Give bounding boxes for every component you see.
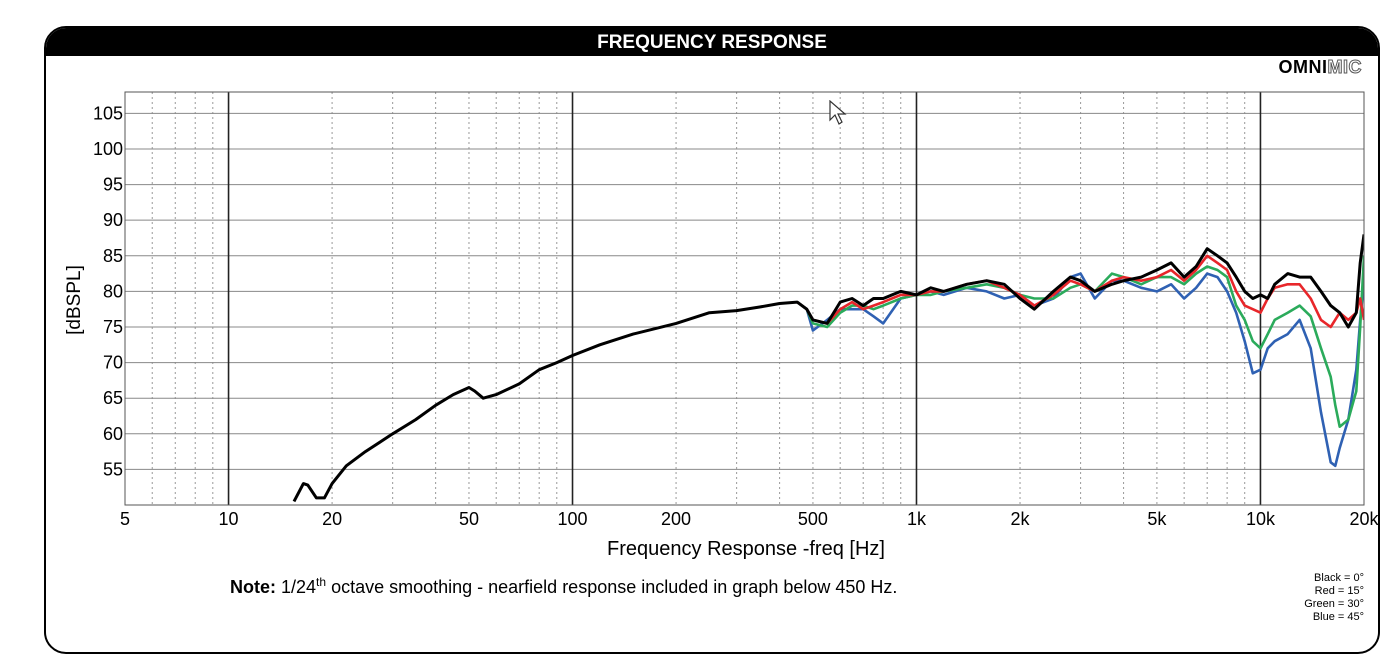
y-tick-label: 95	[103, 175, 123, 195]
x-tick-label: 10	[219, 509, 239, 529]
brand-logo-part1: OMNI	[1278, 57, 1328, 77]
panel-title: FREQUENCY RESPONSE	[46, 28, 1378, 56]
tick-labels: 5 10 20 50 100 200 500 1k 2k 5k 10k 20k 55 60 65 70 75 80…	[93, 103, 1380, 529]
series-line-blue	[796, 272, 1364, 468]
series-layer	[292, 234, 1364, 503]
legend-item-black: Black = 0°	[1314, 572, 1364, 584]
x-tick-label: 100	[557, 509, 587, 529]
x-tick-label: 200	[661, 509, 691, 529]
legend-item-blue: Blue = 45°	[1312, 611, 1364, 623]
x-tick-label: 2k	[1011, 509, 1031, 529]
note-label: Note:	[230, 577, 276, 597]
mouse-cursor-icon	[829, 100, 847, 125]
y-tick-label: 65	[103, 388, 123, 408]
legend-item-green: Green = 30°	[1304, 598, 1364, 610]
plot-frame	[124, 91, 1365, 506]
brand-logo: OMNIMIC	[1279, 57, 1363, 78]
legend: Black = 0° Red = 15° Green = 30° Blue = …	[1304, 572, 1364, 624]
note-post: octave smoothing - nearfield response in…	[326, 577, 898, 597]
note-pre: 1/24	[276, 577, 317, 597]
x-tick-label: 10k	[1246, 509, 1276, 529]
series-line-green	[796, 255, 1364, 429]
note-superscript: th	[316, 575, 327, 589]
chart-panel: FREQUENCY RESPONSE OMNIMIC	[44, 26, 1380, 654]
x-tick-label: 50	[459, 509, 479, 529]
x-tick-label: 5k	[1147, 509, 1167, 529]
legend-item-red: Red = 15°	[1314, 585, 1364, 597]
x-axis-label: Frequency Response -freq [Hz]	[607, 538, 885, 560]
series-line-black	[292, 234, 1364, 503]
minor-gridlines	[124, 92, 1365, 505]
y-axis-label: [dBSPL]	[64, 265, 85, 335]
x-tick-label: 20	[322, 509, 342, 529]
y-tick-label: 85	[103, 246, 123, 266]
y-tick-label: 70	[103, 353, 123, 373]
x-tick-label: 20k	[1349, 509, 1379, 529]
y-tick-label: 105	[93, 103, 123, 123]
y-tick-label: 80	[103, 281, 123, 301]
y-tick-label: 60	[103, 424, 123, 444]
major-gridlines	[227, 92, 1262, 505]
x-tick-label: 1k	[907, 509, 927, 529]
y-tick-label: 100	[93, 139, 123, 159]
y-tick-label: 90	[103, 210, 123, 230]
y-tick-label: 55	[103, 459, 123, 479]
x-tick-label: 500	[798, 509, 828, 529]
note-text: Note: 1/24th octave smoothing - nearfiel…	[230, 575, 897, 598]
brand-logo-part2: MIC	[1327, 57, 1362, 78]
y-tick-label: 75	[103, 317, 123, 337]
x-tick-label: 5	[120, 509, 130, 529]
